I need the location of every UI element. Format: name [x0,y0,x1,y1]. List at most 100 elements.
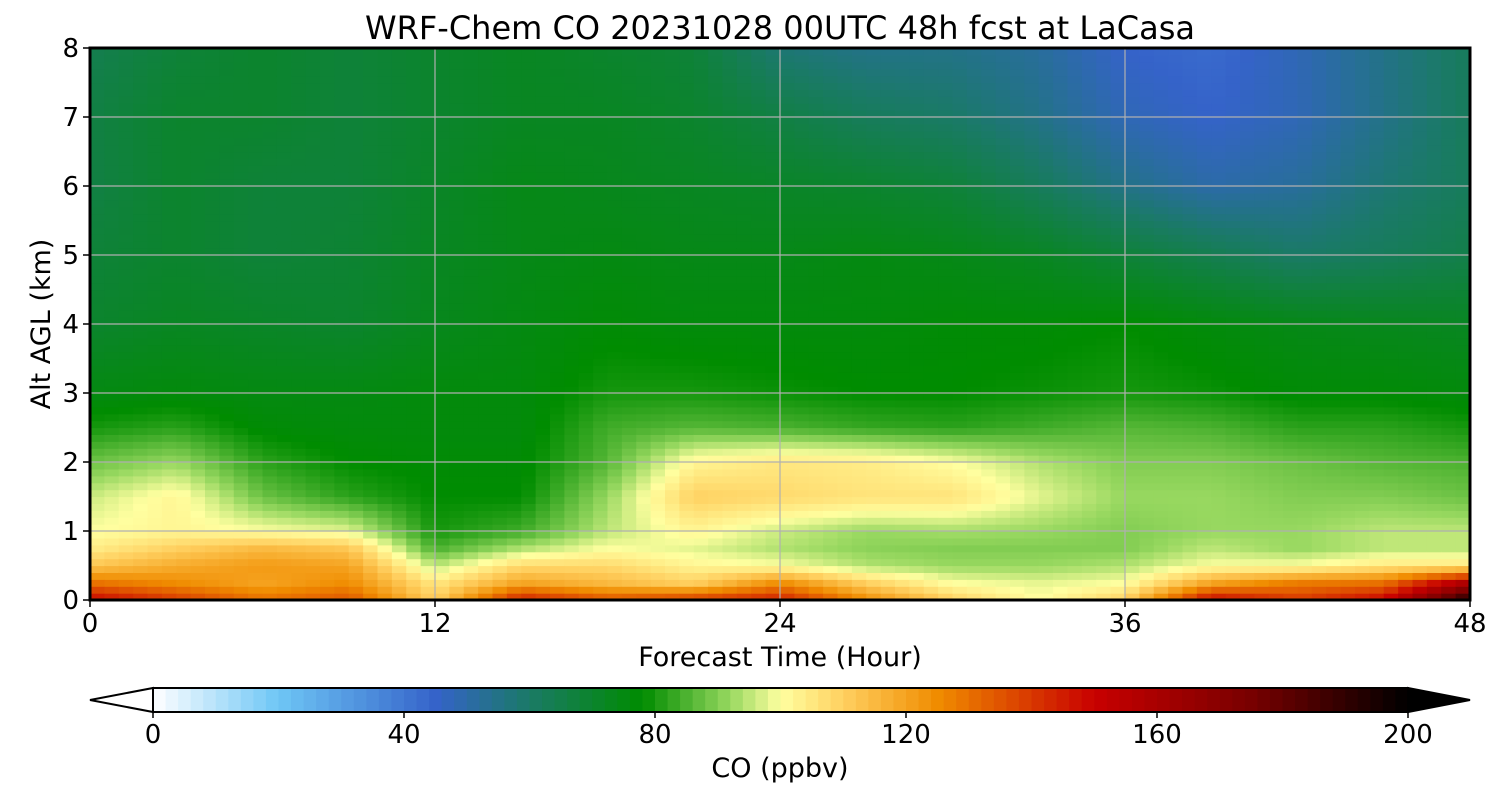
heatmap-cell [837,586,853,594]
heatmap-cell [219,110,235,118]
heatmap-cell [90,275,105,284]
heatmap-cell [176,482,192,491]
heatmap-cell [693,468,709,477]
heatmap-cell [320,462,335,470]
heatmap-cell [780,165,795,173]
heatmap-cell [262,365,278,373]
heatmap-cell [636,572,652,580]
heatmap-cell [880,393,896,401]
heatmap-cell [118,165,134,173]
heatmap-cell [104,468,120,477]
heatmap-cell [90,165,105,173]
heatmap-cell [952,406,968,415]
heatmap-cell [909,213,925,222]
heatmap-cell [938,261,954,270]
heatmap-cell [147,503,163,511]
heatmap-cell [348,130,364,139]
heatmap-cell [118,372,134,380]
heatmap-cell [176,248,192,256]
heatmap-cell [708,317,724,325]
heatmap-cell [233,117,249,125]
heatmap-cell [449,234,465,242]
heatmap-cell [564,379,580,387]
heatmap-cell [679,103,695,111]
heatmap-cell [90,123,105,132]
heatmap-cell [463,544,479,553]
heatmap-cell [751,192,767,201]
heatmap-cell [679,455,695,463]
heatmap-cell [506,351,522,360]
heatmap-cell [305,379,321,387]
heatmap-cell [535,399,551,408]
heatmap-cell [880,489,896,498]
heatmap-cell [866,75,882,84]
heatmap-cell [262,579,278,587]
heatmap-cell [334,158,350,166]
heatmap-cell [736,551,752,560]
heatmap-cell [679,117,695,125]
heatmap-cell [535,379,551,387]
heatmap-cell [320,296,335,304]
heatmap-cell [808,199,824,208]
heatmap-cell [147,117,163,125]
heatmap-cell [550,151,565,159]
heatmap-cell [291,296,307,304]
heatmap-cell [219,248,235,256]
heatmap-cell [219,151,235,159]
heatmap-cell [305,123,321,132]
heatmap-cell [248,544,264,553]
heatmap-cell [147,496,163,504]
heatmap-cell [492,158,508,166]
heatmap-cell [521,324,537,332]
heatmap-cell [938,386,954,394]
heatmap-cell [751,565,767,573]
heatmap-cell [176,386,192,394]
heatmap-cell [176,310,192,318]
heatmap-cell [262,75,278,84]
heatmap-cell [722,317,738,325]
heatmap-cell [521,144,537,153]
heatmap-cell [320,489,335,498]
heatmap-cell [981,351,997,360]
heatmap-cell [478,96,494,104]
heatmap-cell [535,186,551,194]
heatmap-cell [104,344,120,353]
heatmap-cell [219,551,235,560]
heatmap-cell [320,413,335,422]
heatmap-cell [420,586,436,594]
heatmap-cell [248,455,264,463]
heatmap-cell [837,137,853,146]
heatmap-cell [305,544,321,553]
heatmap-cell [679,282,695,291]
heatmap-cell [837,565,853,573]
heatmap-cell [550,462,565,470]
heatmap-cell [161,462,177,470]
heatmap-cell [650,427,666,435]
heatmap-cell [190,151,206,159]
heatmap-cell [650,455,666,463]
heatmap-cell [535,455,551,463]
heatmap-cell [909,310,925,318]
heatmap-cell [348,531,364,539]
heatmap-cell [823,158,839,166]
heatmap-cell [708,234,724,242]
heatmap-cell [90,317,105,325]
heatmap-cell [550,241,565,249]
heatmap-cell [952,551,968,560]
heatmap-cell [205,324,220,332]
heatmap-cell [377,241,393,249]
heatmap-cell [966,213,982,222]
heatmap-cell [837,572,853,580]
heatmap-cell [435,531,450,539]
heatmap-cell [377,510,393,518]
heatmap-cell [851,117,867,125]
heatmap-cell [765,48,781,56]
heatmap-cell [952,565,968,573]
heatmap-cell [161,434,177,442]
heatmap-cell [478,61,494,70]
heatmap-cell [621,289,637,297]
heatmap-cell [320,558,335,567]
heatmap-cell [909,406,925,415]
heatmap-cell [377,255,393,263]
heatmap-cell [952,386,968,394]
